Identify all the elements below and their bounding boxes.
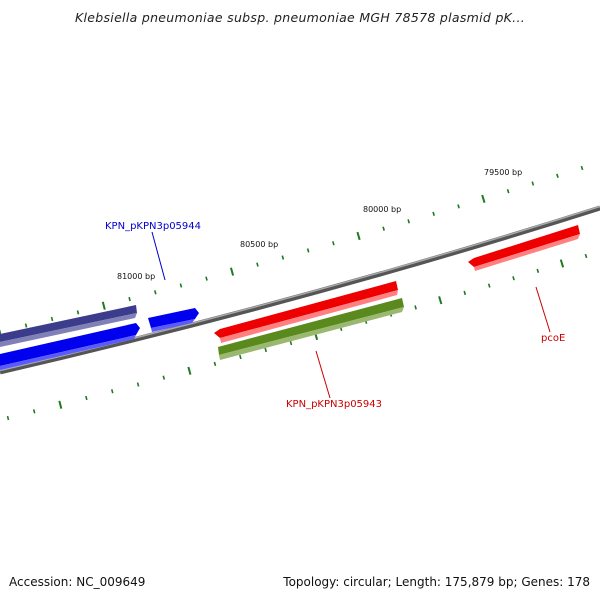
gene-label-kpn-pkpn3p05943: KPN_pKPN3p05943 [286,399,382,410]
major-tick [58,400,63,409]
minor-tick [136,382,140,387]
minor-tick [76,310,80,315]
minor-tick [281,255,285,260]
minor-tick [6,415,10,421]
minor-tick [457,204,460,209]
minor-tick [256,262,259,267]
major-tick [230,267,235,276]
minor-tick [407,219,411,224]
minor-tick [162,375,166,380]
minor-tick [154,290,157,295]
minor-tick [264,347,267,353]
label-line-kpn-pkpn3p05943 [315,350,331,399]
major-tick [187,366,192,375]
minor-tick [506,189,510,194]
gene-olive[interactable] [218,298,404,360]
tick-label-81000: 81000 bp [117,272,155,281]
minor-tick [50,316,54,322]
minor-tick [239,354,242,360]
major-tick [356,231,361,241]
minor-tick [463,290,467,296]
minor-tick [512,276,515,281]
tick-label-80500: 80500 bp [240,240,278,249]
minor-tick [24,323,28,328]
minor-tick [584,253,588,259]
gene-pcoe[interactable] [468,225,580,271]
major-tick [559,259,565,268]
minor-tick [213,361,217,367]
gene-kpn-pkpn3p05943[interactable] [214,281,398,343]
accession-text: Accession: NC_009649 [9,575,146,589]
label-line-pcoe [535,286,551,333]
minor-tick [289,340,293,346]
tick-label-79500: 79500 bp [484,168,522,177]
minor-tick [382,226,385,231]
minor-tick [487,283,491,288]
minor-tick [531,181,535,186]
minor-tick [85,395,88,401]
major-tick [438,296,443,305]
gene-kpn-pkpn3p05944[interactable] [148,308,199,332]
minor-tick [414,305,417,310]
minor-tick [432,211,435,217]
plasmid-backbone [0,205,600,375]
label-line-kpn-pkpn3p05944 [151,231,166,281]
major-tick [101,301,106,310]
minor-tick [536,268,540,274]
tick-label-80000: 80000 bp [363,205,401,214]
major-tick [481,194,486,203]
minor-tick [128,296,131,302]
minor-tick [205,276,208,281]
gene-label-pcoe: pcoE [541,333,565,344]
minor-tick [32,409,36,414]
topology-summary: Topology: circular; Length: 175,879 bp; … [283,575,590,589]
map-title: Klebsiella pneumoniae subsp. pneumoniae … [74,10,525,25]
minor-tick [306,248,310,253]
minor-tick [556,173,559,178]
outer-tick-marks [0,165,584,335]
minor-tick [179,283,183,288]
gene-blue-long[interactable] [0,323,140,370]
gene-navy[interactable] [0,305,137,347]
minor-tick [332,241,335,246]
minor-tick [580,165,584,171]
gene-label-kpn-pkpn3p05944: KPN_pKPN3p05944 [105,221,201,232]
minor-tick [110,389,114,394]
